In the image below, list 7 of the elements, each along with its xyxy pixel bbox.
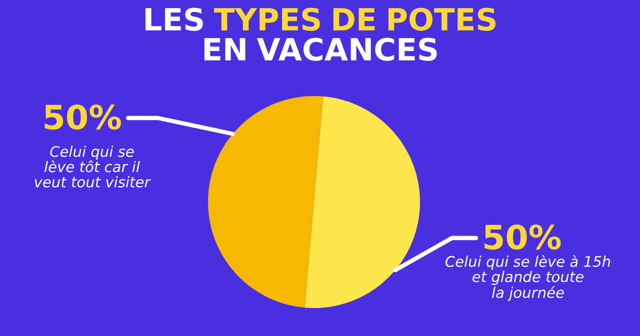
slice-label: Celui qui se lève à 15h et glande toute la journée: [446, 255, 610, 301]
pie-slice: [304, 96, 420, 308]
slice-label: Celui qui se lève tôt car il veut tout visiter: [34, 146, 151, 188]
chart-title: LES TYPES DE POTES EN VACANCES: [146, 8, 496, 61]
pie-slice: [208, 96, 324, 308]
data-label: 50%: [484, 224, 561, 250]
data-label: 50%: [44, 104, 121, 130]
